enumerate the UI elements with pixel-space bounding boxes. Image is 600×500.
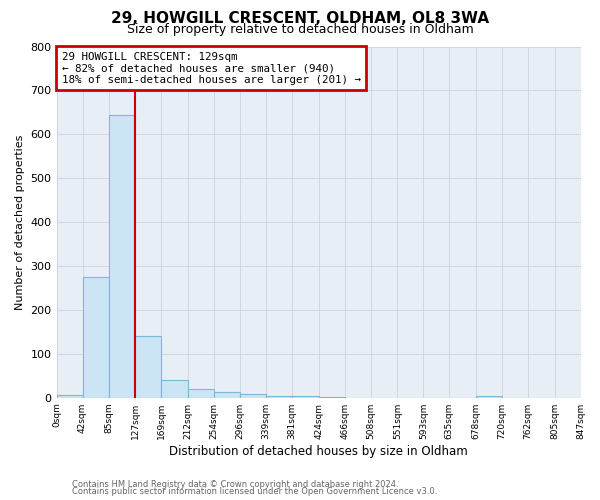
Y-axis label: Number of detached properties: Number of detached properties	[15, 134, 25, 310]
X-axis label: Distribution of detached houses by size in Oldham: Distribution of detached houses by size …	[169, 444, 468, 458]
Bar	[476, 396, 502, 398]
Text: 29, HOWGILL CRESCENT, OLDHAM, OL8 3WA: 29, HOWGILL CRESCENT, OLDHAM, OL8 3WA	[111, 11, 489, 26]
Bar	[239, 394, 266, 398]
Bar	[56, 394, 83, 398]
Bar	[83, 277, 109, 398]
Bar	[135, 336, 161, 398]
Bar	[292, 396, 319, 398]
Text: Contains public sector information licensed under the Open Government Licence v3: Contains public sector information licen…	[72, 487, 437, 496]
Text: 29 HOWGILL CRESCENT: 129sqm
← 82% of detached houses are smaller (940)
18% of se: 29 HOWGILL CRESCENT: 129sqm ← 82% of det…	[62, 52, 361, 85]
Bar	[214, 392, 239, 398]
Text: Size of property relative to detached houses in Oldham: Size of property relative to detached ho…	[127, 22, 473, 36]
Bar	[161, 380, 188, 398]
Bar	[188, 389, 214, 398]
Bar	[266, 396, 292, 398]
Text: Contains HM Land Registry data © Crown copyright and database right 2024.: Contains HM Land Registry data © Crown c…	[72, 480, 398, 489]
Bar	[109, 116, 135, 398]
